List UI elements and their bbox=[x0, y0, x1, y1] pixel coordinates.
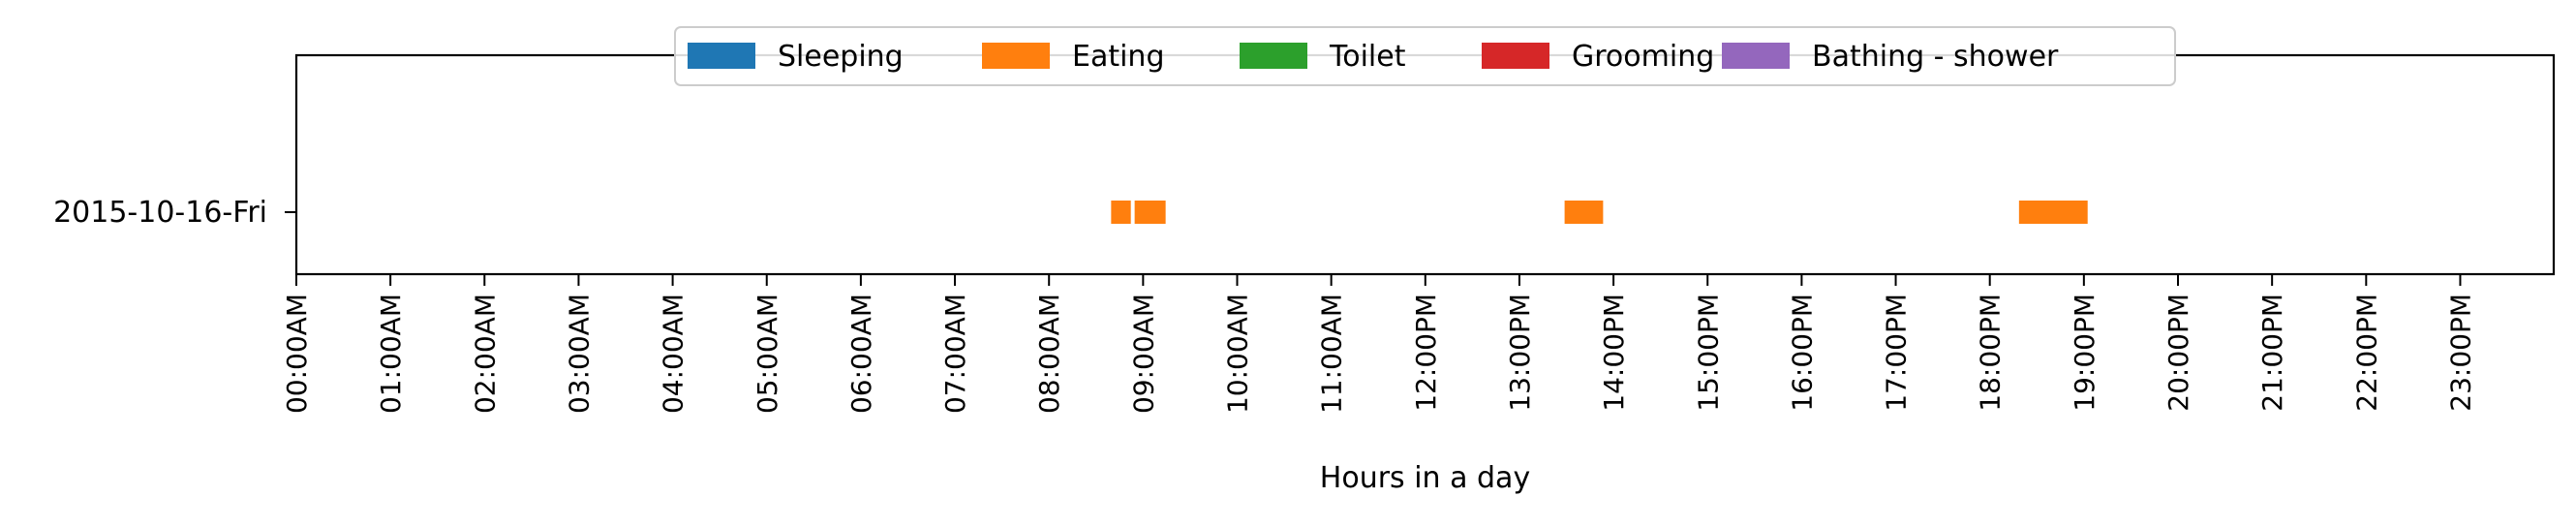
legend-label: Eating bbox=[1072, 40, 1165, 74]
x-tick-label: 12:00PM bbox=[1410, 294, 1442, 412]
plot-frame bbox=[294, 53, 2556, 276]
x-tick-label: 10:00AM bbox=[1222, 294, 1254, 414]
x-tick-label: 14:00PM bbox=[1598, 294, 1630, 412]
legend-entry: Sleeping bbox=[688, 40, 904, 74]
legend-entry: Eating bbox=[982, 40, 1165, 74]
legend-swatch bbox=[688, 43, 755, 69]
bar-eating-0 bbox=[1109, 199, 1133, 226]
x-tick-label: 02:00AM bbox=[469, 294, 501, 414]
x-tick-label: 20:00PM bbox=[2162, 294, 2194, 412]
x-tick-label: 04:00AM bbox=[658, 294, 690, 414]
x-tick-label: 16:00PM bbox=[1786, 294, 1818, 412]
x-tick-label: 01:00AM bbox=[375, 294, 407, 414]
y-tick-label: 2015-10-16-Fri bbox=[53, 196, 267, 230]
legend-label: Sleeping bbox=[778, 40, 904, 74]
x-axis: 00:00AM 01:00AM 02:00AM 03:00AM 04:00AM 05:00… bbox=[281, 274, 2476, 414]
x-tick-label: 11:00AM bbox=[1316, 294, 1348, 414]
x-tick-label: 07:00AM bbox=[939, 294, 971, 414]
x-tick-label: 18:00PM bbox=[1975, 294, 2007, 412]
bars-layer bbox=[1109, 199, 2090, 226]
x-tick-label: 23:00PM bbox=[2444, 294, 2476, 412]
x-tick-label: 09:00AM bbox=[1127, 294, 1159, 414]
legend-swatch bbox=[1482, 43, 1549, 69]
x-tick-label: 03:00AM bbox=[563, 294, 595, 414]
x-tick-label: 13:00PM bbox=[1504, 294, 1536, 412]
legend-swatch bbox=[982, 43, 1050, 69]
legend-swatch bbox=[1240, 43, 1307, 69]
legend-swatch bbox=[1722, 43, 1790, 69]
legend-entry: Toilet bbox=[1240, 40, 1406, 74]
legend-box bbox=[674, 26, 2176, 86]
x-tick-label: 22:00PM bbox=[2350, 294, 2382, 412]
x-axis-label: Hours in a day bbox=[1320, 461, 1530, 495]
y-axis: 2015-10-16-Fri bbox=[53, 196, 296, 230]
x-tick-label: 06:00AM bbox=[845, 294, 877, 414]
legend-label: Toilet bbox=[1329, 40, 1406, 74]
x-tick-label: 21:00PM bbox=[2256, 294, 2288, 412]
legend-entry: Grooming bbox=[1482, 40, 1714, 74]
legend-label: Grooming bbox=[1572, 40, 1714, 74]
x-tick-label: 15:00PM bbox=[1692, 294, 1724, 412]
x-tick-label: 00:00AM bbox=[281, 294, 313, 414]
axes-layer bbox=[294, 53, 2556, 276]
x-tick-label: 08:00AM bbox=[1033, 294, 1065, 414]
bar-eating-2 bbox=[1562, 199, 1606, 226]
legend-label: Bathing - shower bbox=[1812, 40, 2059, 74]
x-tick-label: 17:00PM bbox=[1881, 294, 1913, 412]
legend: Sleeping Eating Toilet Grooming Bathing - sh… bbox=[674, 26, 2176, 86]
x-tick-label: 05:00AM bbox=[751, 294, 783, 414]
bar-eating-3 bbox=[2016, 199, 2090, 226]
x-tick-label: 19:00PM bbox=[2069, 294, 2101, 412]
legend-entry: Bathing - shower bbox=[1722, 40, 2059, 74]
bar-eating-1 bbox=[1132, 199, 1168, 226]
